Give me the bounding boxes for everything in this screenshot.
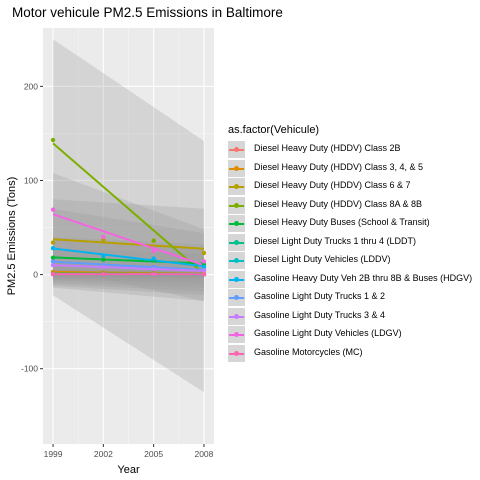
legend-label: Diesel Light Duty Vehicles (LDDV) — [254, 254, 391, 264]
legend-label: Gasoline Light Duty Trucks 1 & 2 — [254, 291, 386, 301]
data-point — [201, 250, 207, 256]
legend-key-point — [234, 332, 239, 337]
legend-key-point — [234, 202, 239, 208]
legend-label: Diesel Heavy Duty (HDDV) Class 8A & 8B — [254, 198, 423, 209]
legend-key-point — [234, 221, 239, 226]
x-tick-label: 2002 — [94, 449, 113, 459]
legend-item: Gasoline Motorcycles (MC) — [228, 344, 480, 364]
legend-item: Gasoline Light Duty Trucks 1 & 2 — [228, 289, 480, 308]
data-point — [151, 248, 156, 254]
legend-key — [228, 215, 245, 232]
legend-item: Diesel Heavy Duty (HDDV) Class 2B — [228, 141, 480, 160]
legend-item: Gasoline Light Duty Trucks 3 & 4 — [228, 307, 480, 327]
trend-line — [53, 260, 204, 271]
data-point — [50, 262, 56, 268]
x-axis-title: Year — [117, 464, 140, 476]
legend-label: Diesel Heavy Duty (HDDV) Class 6 & 7 — [254, 180, 411, 190]
legend-key-point — [234, 147, 239, 152]
legend-key-point — [234, 350, 239, 356]
legend-key-point — [234, 258, 239, 263]
legend-item: Diesel Light Duty Trucks 1 thru 4 (LDDT) — [228, 233, 480, 253]
legend-item: Diesel Heavy Duty (HDDV) Class 3, 4, & 5 — [228, 159, 480, 179]
x-tick-label: 1999 — [44, 449, 63, 459]
legend-key-point — [234, 184, 239, 189]
legend-key — [228, 270, 245, 288]
data-point — [50, 207, 56, 212]
chart-title: Motor vehicule PM2.5 Emissions in Baltim… — [12, 5, 283, 20]
data-point — [151, 256, 156, 261]
trend-line — [52, 213, 205, 267]
legend-key-point — [234, 313, 239, 319]
y-tick-label: 100 — [24, 175, 38, 185]
legend: Diesel Heavy Duty (HDDV) Class 2B Diesel … — [228, 141, 480, 363]
legend-label: Diesel Heavy Duty (HDDV) Class 3, 4, & 5 — [254, 161, 424, 172]
y-axis-title: PM2.5 Emissions (Tons) — [6, 177, 18, 296]
legend-key — [228, 289, 245, 306]
legend-key — [228, 252, 245, 269]
data-point — [151, 272, 156, 277]
legend-key-point — [234, 276, 239, 282]
legend-label: Diesel Heavy Duty Buses (School & Transi… — [254, 217, 430, 227]
data-point — [201, 268, 207, 274]
data-point — [151, 266, 156, 272]
trend-line — [52, 142, 205, 275]
trend-line — [53, 264, 204, 272]
trend-line — [52, 238, 205, 250]
data-point — [101, 271, 106, 277]
data-point — [50, 255, 56, 260]
legend-key — [228, 307, 245, 325]
legend-key — [228, 233, 245, 251]
legend-key-point — [234, 239, 239, 245]
legend-key — [228, 344, 245, 362]
x-tick-label: 2005 — [144, 449, 163, 459]
data-point — [201, 272, 207, 277]
legend-label: Gasoline Light Duty Vehicles (LDGV) — [254, 328, 402, 338]
legend-item: Diesel Light Duty Vehicles (LDDV) — [228, 252, 480, 271]
legend-item: Gasoline Heavy Duty Veh 2B thru 8B & Bus… — [228, 270, 480, 290]
legend-key-point — [234, 165, 239, 171]
legend-key — [228, 196, 245, 214]
data-point — [50, 271, 56, 277]
data-point — [50, 240, 56, 245]
legend-key — [228, 178, 245, 195]
legend-key — [228, 326, 245, 343]
legend-label: Gasoline Motorcycles (MC) — [254, 346, 363, 357]
y-tick-label: -100 — [21, 364, 38, 374]
data-point — [50, 259, 56, 264]
data-point — [101, 253, 106, 258]
data-point — [151, 238, 156, 243]
y-tick-label: 0 — [33, 270, 38, 280]
confidence-band — [53, 199, 204, 296]
legend-title: as.factor(Vehicule) — [228, 124, 320, 136]
data-point — [101, 257, 106, 262]
confidence-band — [53, 39, 204, 393]
trend-line — [52, 247, 205, 268]
legend-label: Diesel Light Duty Trucks 1 thru 4 (LDDT) — [254, 235, 417, 246]
legend-label: Gasoline Heavy Duty Veh 2B thru 8B & Bus… — [254, 272, 473, 283]
data-point — [201, 259, 207, 264]
legend-label: Diesel Heavy Duty (HDDV) Class 2B — [254, 143, 401, 153]
legend-item: Diesel Heavy Duty (HDDV) Class 8A & 8B — [228, 196, 480, 216]
legend-item: Gasoline Light Duty Vehicles (LDGV) — [228, 326, 480, 345]
x-tick-label: 2008 — [194, 449, 213, 459]
y-tick-label: 200 — [24, 81, 38, 91]
data-point — [101, 264, 106, 270]
legend-key-point — [234, 295, 239, 300]
legend-item: Diesel Heavy Duty Buses (School & Transi… — [228, 215, 480, 234]
legend-key — [228, 141, 245, 158]
data-point — [101, 234, 106, 240]
legend-item: Diesel Heavy Duty (HDDV) Class 6 & 7 — [228, 178, 480, 197]
data-point — [50, 246, 56, 251]
data-point — [50, 137, 56, 143]
confidence-band — [53, 208, 204, 301]
legend-key — [228, 159, 245, 177]
legend-label: Gasoline Light Duty Trucks 3 & 4 — [254, 309, 386, 320]
